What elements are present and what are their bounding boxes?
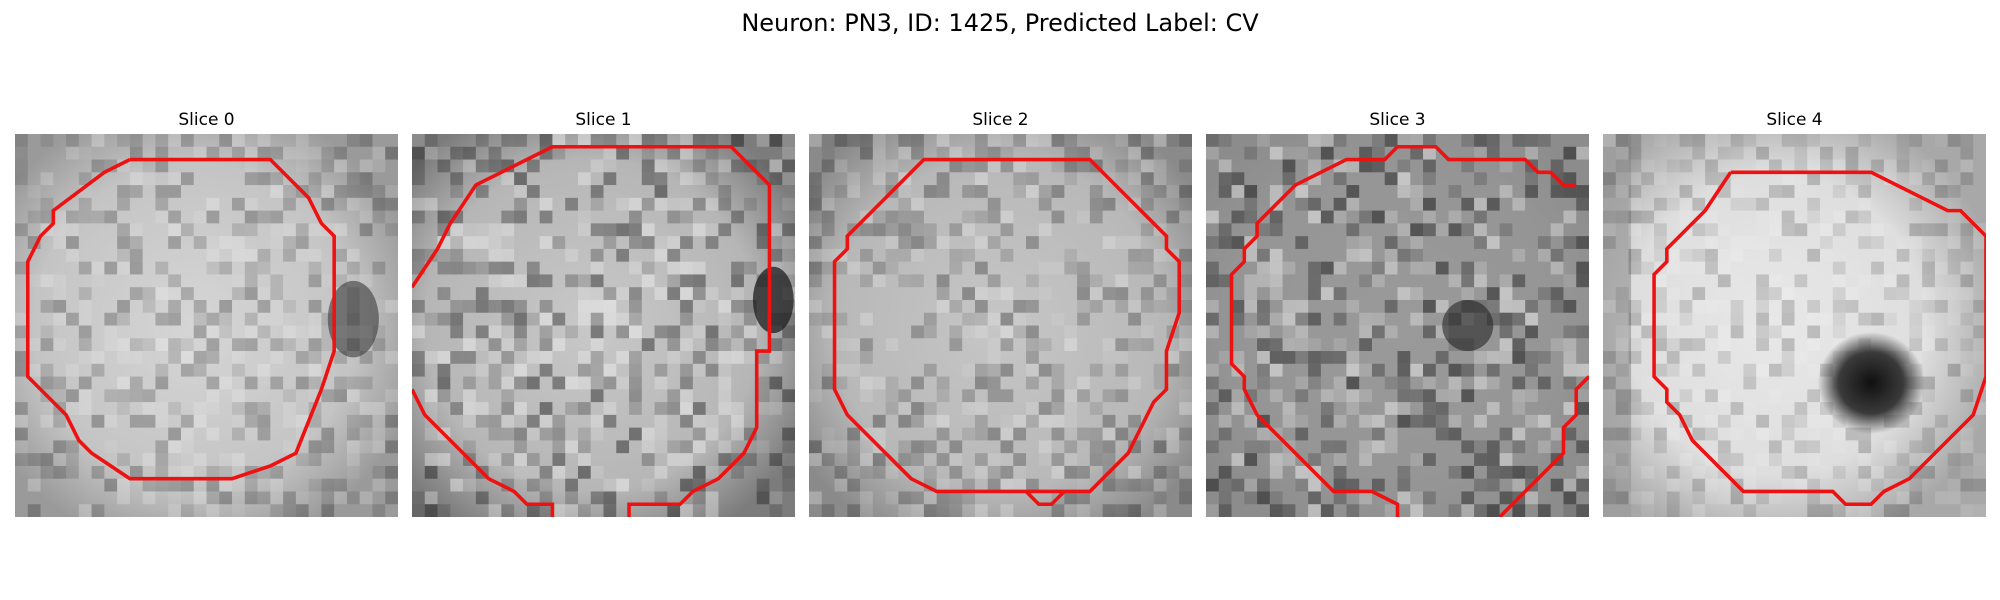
slice-title-2: Slice 2 — [972, 110, 1029, 130]
slice-panel-4: Slice 4 — [1603, 108, 1986, 517]
slice-title-0: Slice 0 — [178, 110, 235, 130]
contour-3-main — [1229, 144, 1577, 517]
slice-image-0 — [15, 134, 398, 517]
slice-texture-2 — [809, 134, 1192, 517]
slice-background-1 — [412, 134, 795, 517]
dark-spot-4 — [1817, 331, 1925, 435]
slice-texture-1 — [412, 134, 795, 517]
dark-spot-0 — [327, 280, 379, 358]
slice-panel-2: Slice 2 — [809, 108, 1192, 517]
dark-spot-3 — [1442, 299, 1494, 352]
slice-texture-0 — [15, 134, 398, 517]
slice-title-4: Slice 4 — [1766, 110, 1823, 130]
contour-4 — [1652, 170, 1986, 507]
slice-background-3 — [1206, 134, 1589, 517]
slice-image-3 — [1206, 134, 1589, 517]
contour-2 — [832, 157, 1182, 507]
contour-0 — [25, 157, 336, 481]
slice-title-1: Slice 1 — [575, 110, 632, 130]
slice-title-3: Slice 3 — [1369, 110, 1426, 130]
slice-image-2 — [809, 134, 1192, 517]
slice-panel-3: Slice 3 — [1206, 108, 1589, 517]
slice-panel-1: Slice 1 — [412, 108, 795, 517]
contour-3-right — [1498, 375, 1589, 517]
contour-1-left — [412, 388, 555, 517]
slice-panel-0: Slice 0 — [15, 108, 398, 517]
slice-edge-4 — [1603, 134, 1632, 517]
figure-title: Neuron: PN3, ID: 1425, Predicted Label: … — [741, 9, 1259, 37]
slice-image-1 — [412, 134, 795, 517]
dark-spot-1 — [752, 266, 794, 334]
slice-image-4 — [1603, 134, 1986, 517]
contour-1-main — [412, 144, 772, 517]
